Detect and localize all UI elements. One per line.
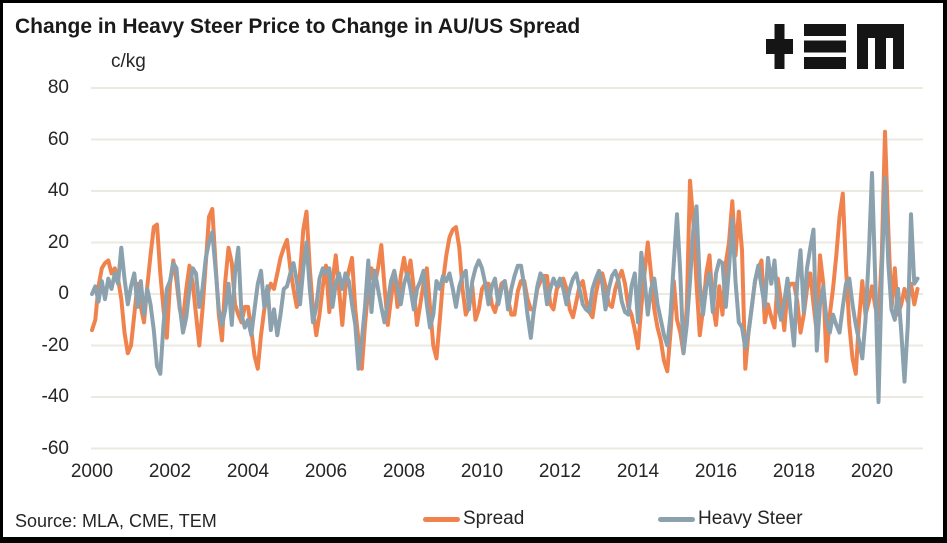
plot-area bbox=[90, 87, 923, 450]
x-tick-label: 2006 bbox=[304, 461, 348, 482]
x-tick-label: 2008 bbox=[382, 461, 426, 482]
y-tick-label: -40 bbox=[41, 386, 69, 407]
y-tick-label: 60 bbox=[47, 128, 69, 150]
legend-item-heavy-steer: Heavy Steer bbox=[658, 508, 803, 530]
y-tick-label: 80 bbox=[47, 77, 69, 98]
source-note: Source: MLA, CME, TEM bbox=[15, 511, 217, 531]
series-line-heavy-steer bbox=[90, 171, 920, 405]
x-tick-label: 2016 bbox=[694, 461, 738, 482]
x-tick-label: 2018 bbox=[772, 461, 816, 482]
m-icon bbox=[857, 24, 904, 69]
x-tick-label: 2000 bbox=[70, 461, 114, 482]
x-tick-label: 2002 bbox=[148, 461, 192, 482]
plus-icon bbox=[766, 24, 793, 69]
y-tick-label: 40 bbox=[47, 180, 69, 201]
spread-line-swatch bbox=[423, 516, 460, 522]
y-tick-label: 0 bbox=[58, 283, 69, 304]
tem-logo bbox=[766, 24, 908, 69]
x-tick-label: 2012 bbox=[538, 461, 582, 482]
x-tick-label: 2010 bbox=[460, 461, 504, 482]
x-tick-label: 2020 bbox=[850, 461, 894, 482]
y-tick-label: 20 bbox=[47, 231, 69, 253]
legend-label-heavy-steer: Heavy Steer bbox=[698, 508, 803, 529]
chart-title: Change in Heavy Steer Price to Change in… bbox=[15, 15, 581, 38]
y-tick-label: -60 bbox=[41, 437, 69, 459]
y-axis-unit-label: c/kg bbox=[111, 51, 146, 72]
x-tick-label: 2004 bbox=[226, 461, 270, 482]
y-tick-label: -20 bbox=[41, 334, 69, 356]
legend-item-spread: Spread bbox=[423, 508, 524, 530]
x-tick-label: 2014 bbox=[616, 461, 660, 482]
heavy-steer-line-swatch bbox=[658, 516, 695, 522]
legend-label-spread: Spread bbox=[463, 508, 525, 529]
triple-bar-icon bbox=[804, 24, 846, 69]
